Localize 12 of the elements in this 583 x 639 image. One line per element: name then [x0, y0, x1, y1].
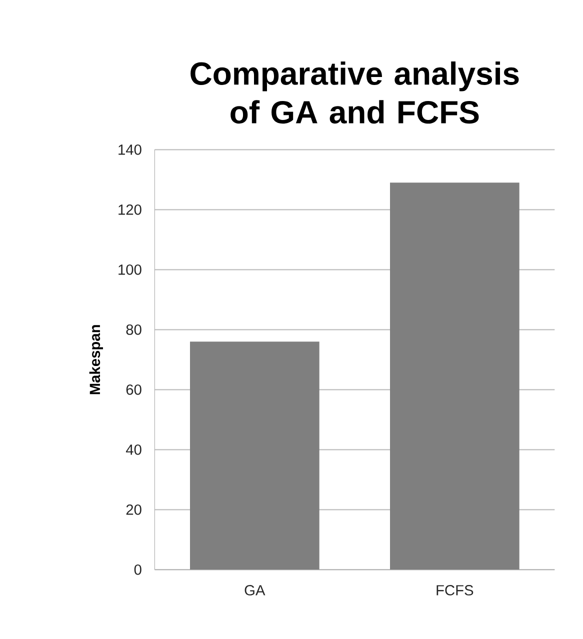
- x-tick-label: FCFS: [436, 585, 474, 596]
- x-tick-label: GA: [244, 585, 266, 596]
- y-tick-label: 140: [118, 144, 142, 155]
- y-tick-label: 60: [126, 384, 142, 395]
- y-tick-label: 0: [134, 564, 142, 575]
- y-tick-label: 120: [118, 204, 142, 215]
- y-tick-label: 20: [126, 504, 142, 515]
- chart-title: Comparative analysis of GA and FCFS: [190, 61, 519, 124]
- y-tick-label: 40: [126, 444, 142, 455]
- y-tick-label: 80: [126, 324, 142, 335]
- y-tick-label: 100: [118, 264, 142, 275]
- y-axis-title: Makespan: [89, 325, 103, 394]
